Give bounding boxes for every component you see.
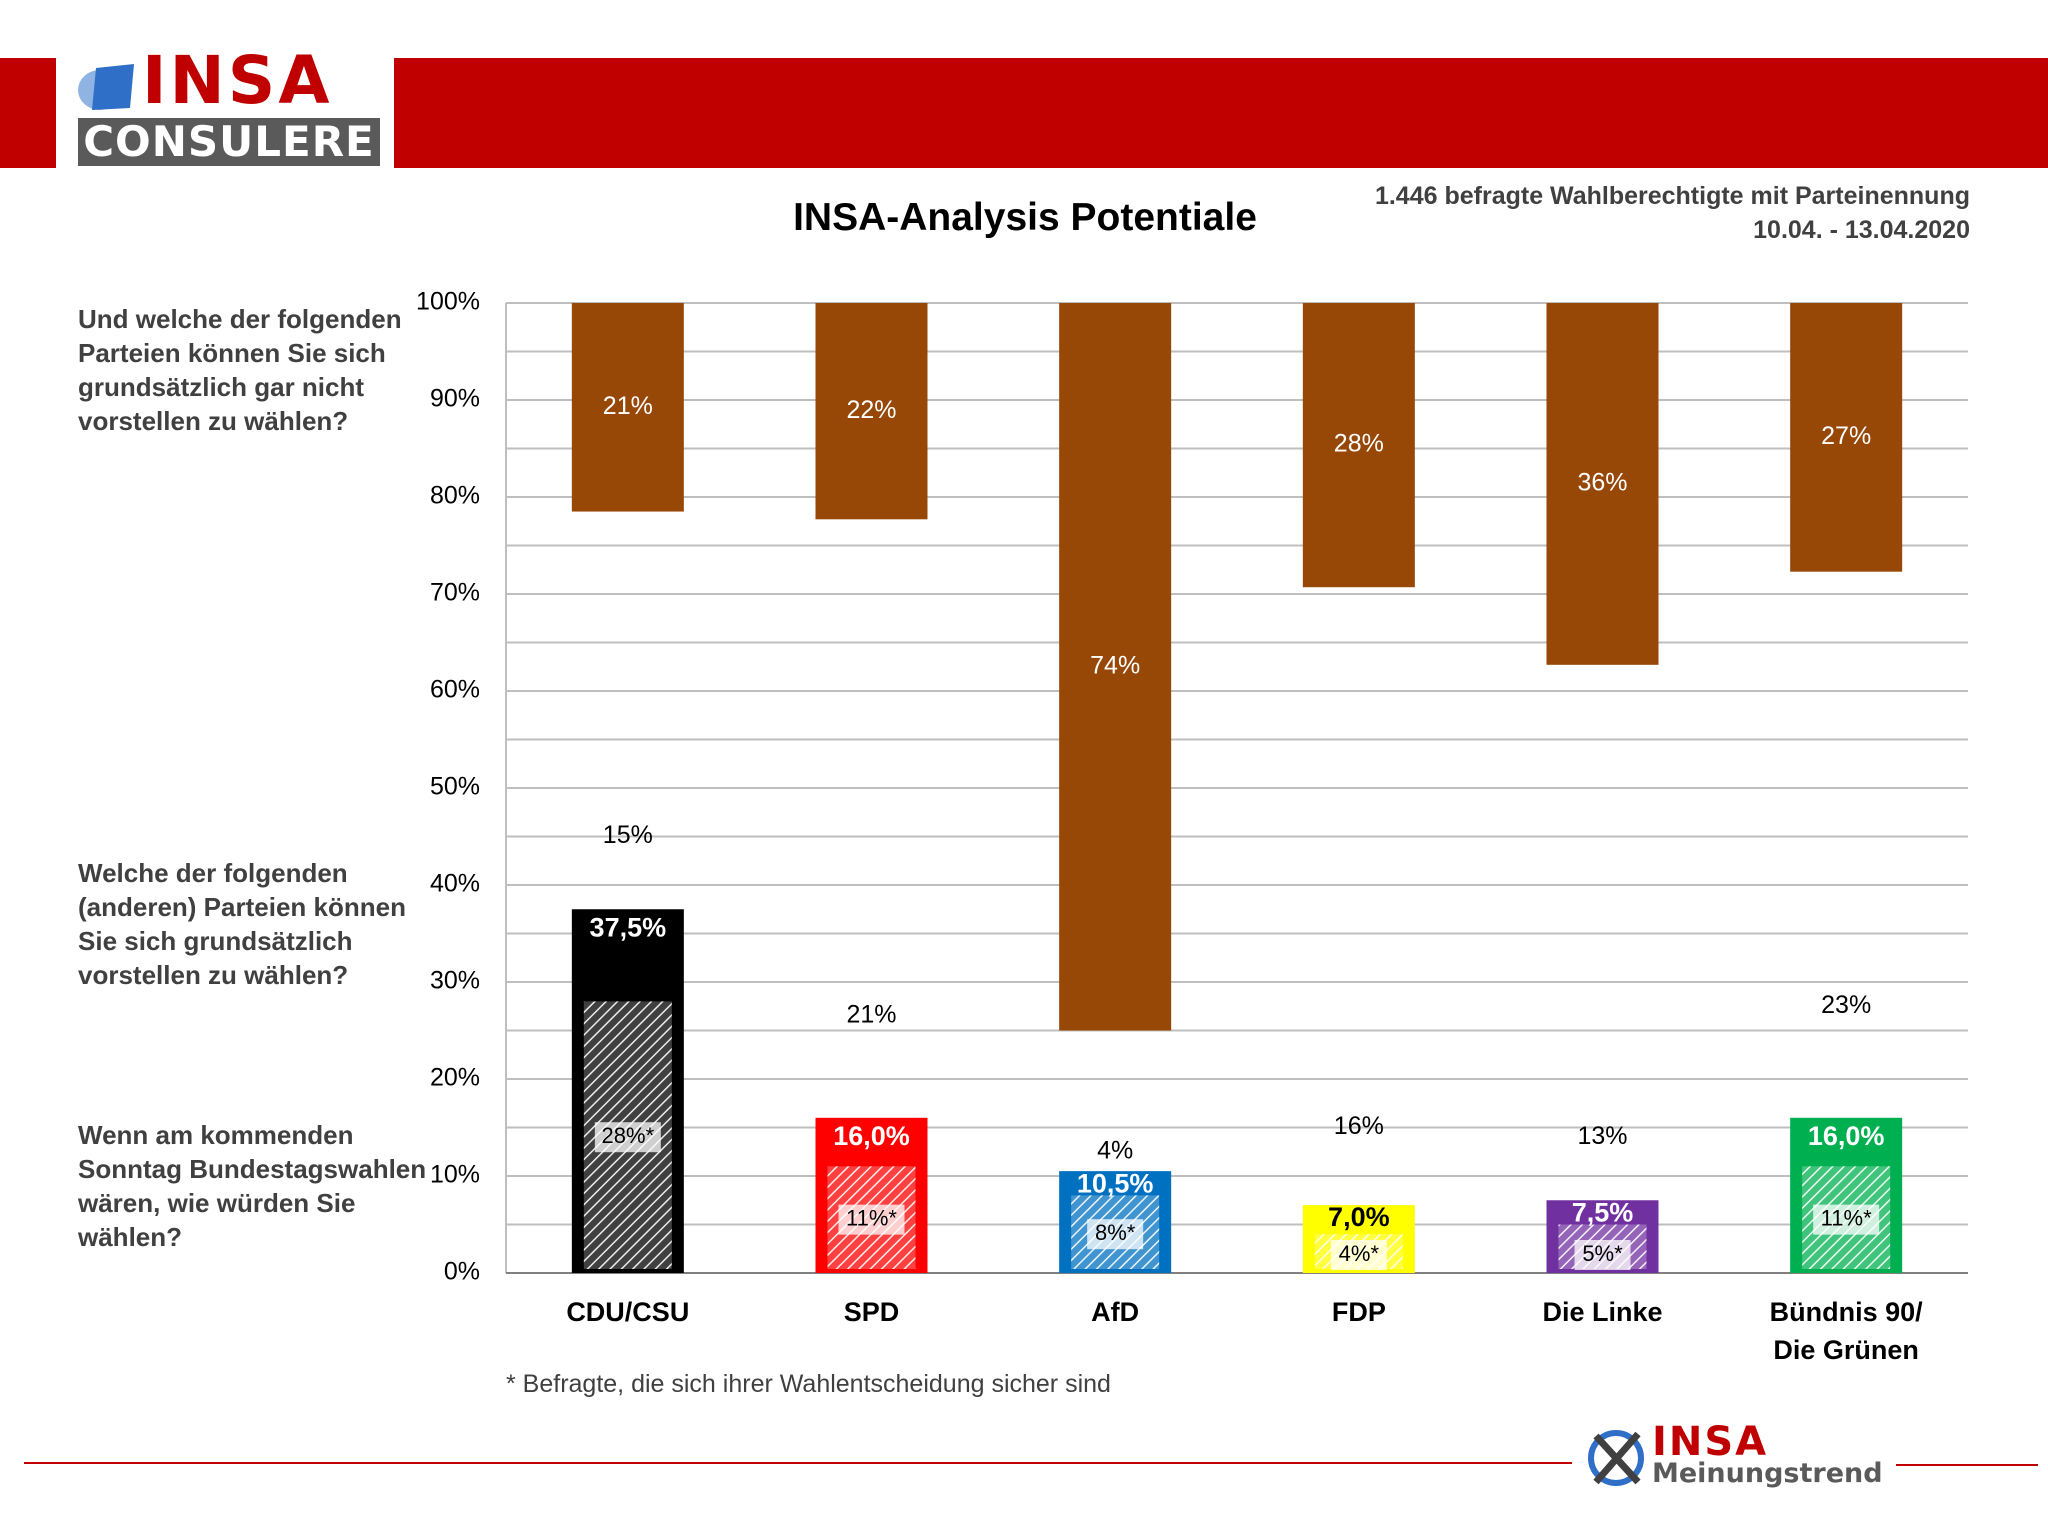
logo-cube-icon (78, 64, 134, 110)
meinungstrend-sub-text: Meinungstrend (1652, 1458, 1883, 1489)
bar-segment-not-vote (1546, 303, 1659, 665)
x-category-label: Die Grünen (1773, 1335, 1919, 1365)
bar-segment-not-vote (1059, 303, 1172, 1031)
x-category-label: Die Linke (1542, 1297, 1662, 1327)
sure-label-bg (1330, 1240, 1387, 1270)
y-tick-label: 50% (430, 773, 480, 801)
x-category-label: CDU/CSU (566, 1297, 689, 1327)
sure-label-bg (594, 1122, 661, 1153)
meinungstrend-x-icon (1588, 1430, 1644, 1486)
could-vote-data-label: 23% (1821, 991, 1871, 1019)
sure-data-label: 4%* (1339, 1241, 1380, 1266)
footer-divider-left (24, 1462, 1572, 1464)
y-tick-label: 30% (430, 967, 480, 995)
sure-label-bg (1813, 1204, 1880, 1235)
could-vote-data-label: 4% (1097, 1136, 1133, 1164)
x-category-label: FDP (1332, 1297, 1386, 1327)
bar-segment-not-vote (815, 303, 928, 520)
y-tick-label: 10% (430, 1161, 480, 1189)
footnote: * Befragte, die sich ihrer Wahlentscheid… (506, 1370, 1111, 1398)
not-vote-data-label: 22% (846, 396, 896, 424)
not-vote-data-label: 74% (1090, 651, 1140, 679)
sure-label-bg (1087, 1219, 1144, 1250)
could-vote-data-label: 21% (846, 1001, 896, 1029)
could-vote-data-label: 13% (1577, 1122, 1627, 1150)
question-not-vote: Und welche der folgenden Parteien können… (78, 304, 402, 436)
sure-data-label: 8%* (1095, 1220, 1136, 1245)
y-tick-label: 40% (430, 870, 480, 898)
not-vote-data-label: 27% (1821, 422, 1871, 450)
sure-data-label: 11%* (1821, 1205, 1872, 1230)
vote-data-label: 16,0% (1808, 1121, 1885, 1151)
y-tick-label: 0% (444, 1258, 480, 1286)
bar-segment-not-vote (1790, 303, 1903, 572)
y-tick-label: 20% (430, 1064, 480, 1092)
not-vote-data-label: 21% (603, 392, 653, 420)
sure-data-label: 11%* (846, 1205, 897, 1230)
could-vote-data-label: 15% (603, 821, 653, 849)
y-tick-label: 70% (430, 579, 480, 607)
not-vote-data-label: 36% (1577, 469, 1627, 497)
sure-data-label: 5%* (1582, 1241, 1623, 1266)
sure-label-bg (1574, 1240, 1631, 1270)
y-tick-label: 60% (430, 676, 480, 704)
vote-data-label: 7,0% (1328, 1202, 1390, 1232)
x-category-label: AfD (1091, 1297, 1139, 1327)
meinungstrend-insa-text: INSA (1652, 1419, 1769, 1465)
not-vote-data-label: 28% (1334, 430, 1384, 458)
question-sunday-vote: Wenn am kommenden Sonntag Bundestagswahl… (78, 1120, 427, 1252)
chart-title: INSA-Analysis Potentiale (793, 196, 1257, 239)
vote-data-label: 16,0% (833, 1121, 910, 1151)
y-tick-label: 90% (430, 385, 480, 413)
y-tick-label: 100% (416, 288, 480, 316)
bar-segment-not-vote (1302, 303, 1415, 588)
logo-consulere-text: CONSULERE (78, 118, 380, 166)
survey-dates: 10.04. - 13.04.2020 (1753, 216, 1970, 244)
question-could-vote: Welche der folgenden (anderen) Parteien … (78, 858, 406, 990)
y-tick-label: 80% (430, 482, 480, 510)
sure-data-label: 28%* (602, 1123, 655, 1148)
bar-segment-not-vote (571, 303, 684, 512)
x-category-label: Bündnis 90/ (1770, 1297, 1924, 1327)
vote-data-label: 10,5% (1077, 1168, 1154, 1198)
could-vote-data-label: 16% (1334, 1112, 1384, 1140)
x-category-label: SPD (844, 1297, 900, 1327)
sure-label-bg (838, 1204, 905, 1235)
footer-divider-right (1896, 1464, 2038, 1466)
vote-data-label: 7,5% (1572, 1197, 1634, 1227)
logo-insa-text: INSA (142, 42, 333, 119)
vote-data-label: 37,5% (590, 912, 667, 942)
sample-info: 1.446 befragte Wahlberechtigte mit Parte… (1374, 182, 1970, 210)
